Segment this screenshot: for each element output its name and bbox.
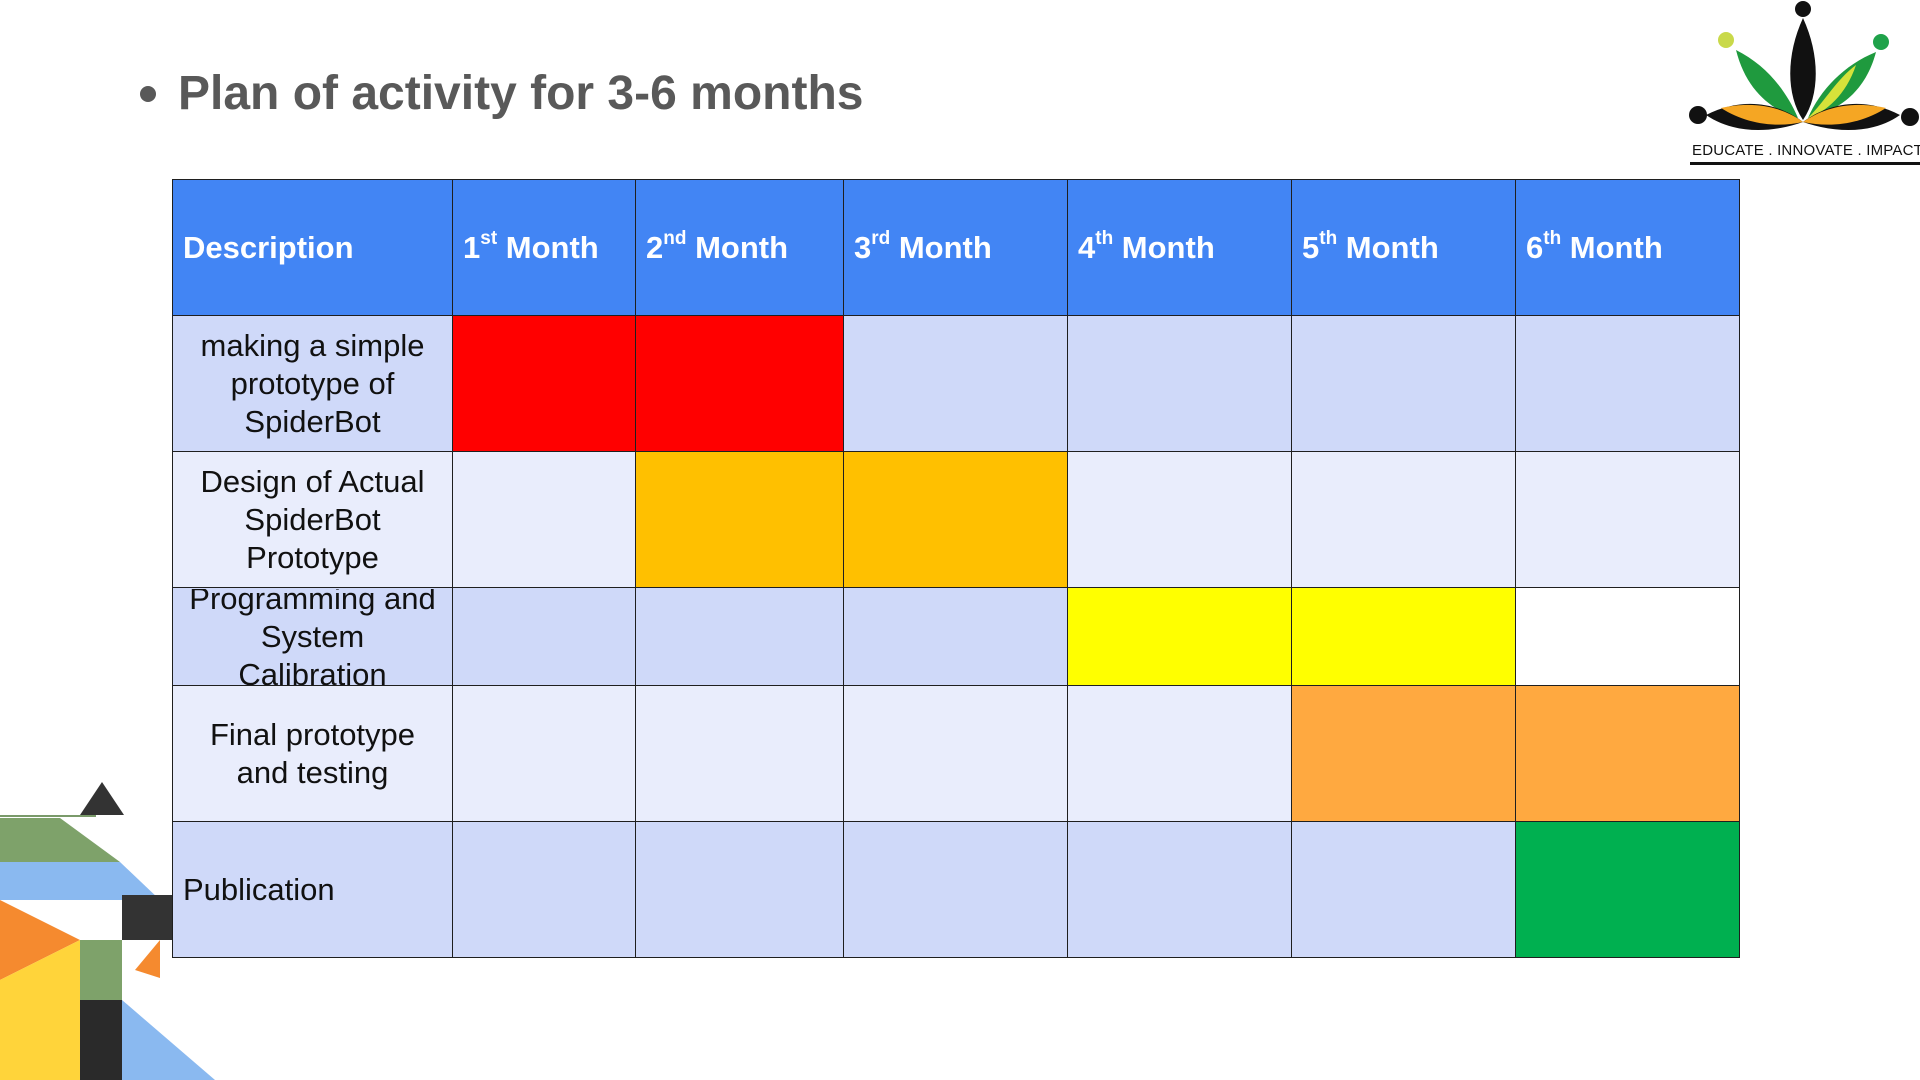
month-cell [452,587,636,686]
header-month-4: 4th Month [1067,179,1292,316]
month-cell [452,821,636,958]
month-cell [635,821,844,958]
month-cell [452,451,636,588]
month-cell [635,315,844,452]
row-description: Design of Actual SpiderBot Prototype [172,451,453,588]
month-cell [843,451,1068,588]
month-cell [635,451,844,588]
header-month-6: 6th Month [1515,179,1740,316]
month-cell [1291,685,1516,822]
decorative-shapes [0,782,215,1080]
header-month-1: 1st Month [452,179,636,316]
month-cell [452,685,636,822]
header-description: Description [172,179,453,316]
bullet-icon [140,85,156,102]
table-row: making a simple prototype of SpiderBot [172,315,1740,452]
month-cell [1067,685,1292,822]
month-cell [1515,451,1740,588]
month-cell [1067,451,1292,588]
table-row: Publication [172,821,1740,958]
month-cell [635,587,844,686]
month-cell [1067,587,1292,686]
month-cell [1291,587,1516,686]
slide-title: Plan of activity for 3-6 months [140,66,863,121]
month-cell [843,685,1068,822]
header-month-2: 2nd Month [635,179,844,316]
slide-title-text: Plan of activity for 3-6 months [178,67,864,120]
header-month-3: 3rd Month [843,179,1068,316]
month-cell [1291,821,1516,958]
month-cell [1515,821,1740,958]
month-cell [1067,821,1292,958]
month-cell [635,685,844,822]
logo-tagline: EDUCATE . INNOVATE . IMPACT [1692,142,1920,159]
table-row: Design of Actual SpiderBot Prototype [172,451,1740,588]
table-row: Programming and System Calibration [172,587,1740,686]
row-description: making a simple prototype of SpiderBot [172,315,453,452]
activity-plan-table: Description 1st Month 2nd Month 3rd Mont… [172,179,1740,958]
month-cell [843,315,1068,452]
month-cell [1515,685,1740,822]
month-cell [843,821,1068,958]
month-cell [452,315,636,452]
row-description: Programming and System Calibration [172,587,453,686]
company-logo [1689,1,1919,131]
month-cell [1067,315,1292,452]
header-month-5: 5th Month [1291,179,1516,316]
triangle-icon [80,782,124,815]
row-description: Publication [172,821,453,958]
table-row: Final prototype and testing [172,685,1740,822]
row-description: Final prototype and testing [172,685,453,822]
month-cell [1291,315,1516,452]
month-cell [843,587,1068,686]
month-cell [1291,451,1516,588]
logo-underline [1690,162,1920,165]
month-cell [1515,587,1740,686]
month-cell [1515,315,1740,452]
table-header-row: Description 1st Month 2nd Month 3rd Mont… [172,179,1740,316]
